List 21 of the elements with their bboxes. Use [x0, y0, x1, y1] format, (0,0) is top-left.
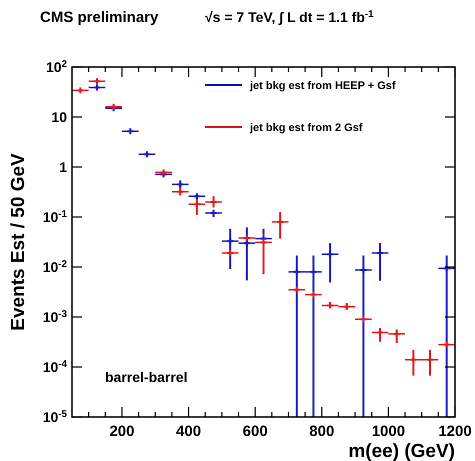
chart-title: CMS preliminary — [40, 9, 160, 26]
legend-label: jet bkg est from HEEP + Gsf — [249, 80, 396, 92]
x-tick-label: 1200 — [438, 423, 472, 440]
y-tick-label: 10$^{-4}$ — [42, 358, 68, 375]
x-tick-label: 600 — [242, 423, 268, 440]
x-tick-label: 800 — [309, 423, 334, 440]
y-tick-label: 10$^{2}$ — [46, 58, 68, 75]
x-tick-label: 1000 — [372, 423, 406, 440]
annotation: barrel-barrel — [105, 369, 188, 385]
y-tick-label: 10$^{-1}$ — [42, 208, 68, 225]
x-axis-title: m(ee) (GeV) — [348, 441, 455, 461]
x-tick-label: 400 — [176, 423, 202, 440]
y-tick-label: 10$^{-5}$ — [42, 408, 68, 425]
legend-label: jet bkg est from 2 Gsf — [249, 122, 363, 134]
y-axis-title: Events Est / 50 GeV — [8, 152, 29, 331]
y-tick-label: 10 — [51, 109, 68, 125]
y-tick-label: 10$^{-2}$ — [42, 258, 68, 275]
y-tick-label: 1 — [59, 159, 68, 175]
x-tick-label: 200 — [109, 423, 134, 440]
text: √s = 7 TeV, ∫ L dt = 1.1 fb$^{-1}$ — [205, 8, 374, 26]
y-tick-label: 10$^{-3}$ — [42, 308, 68, 325]
